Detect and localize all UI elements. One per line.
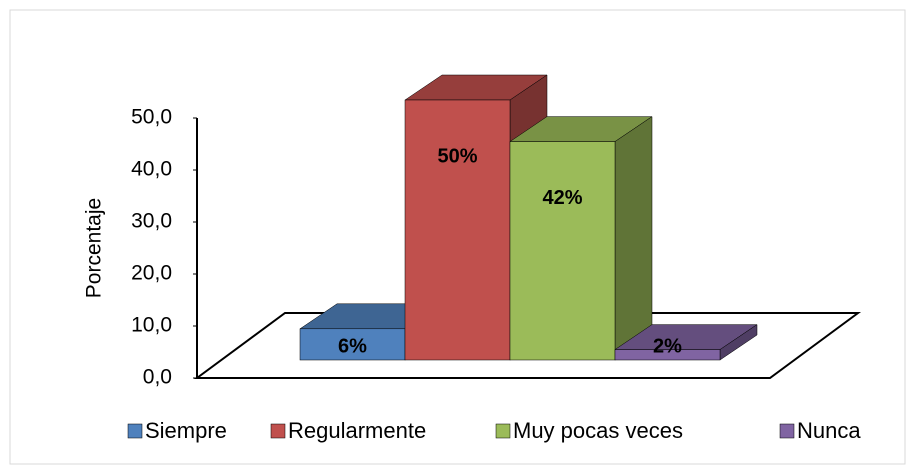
- value-label: 6%: [338, 335, 367, 357]
- bar: [509, 141, 616, 361]
- legend-swatch: [495, 423, 511, 439]
- legend-label: Regularmente: [288, 418, 426, 443]
- y-tick-label: 10,0: [131, 314, 172, 337]
- value-label: 50%: [437, 145, 477, 167]
- y-axis-title: Porcentaje: [83, 198, 106, 298]
- bar: [299, 328, 406, 361]
- legend-label: Siempre: [145, 418, 227, 443]
- y-tick-label: 50,0: [131, 106, 172, 129]
- legend-label: Muy pocas veces: [513, 418, 683, 443]
- legend-label: Nunca: [797, 418, 861, 443]
- legend-swatch: [127, 423, 143, 439]
- y-tick-label: 40,0: [131, 158, 172, 181]
- y-tick-label: 20,0: [131, 262, 172, 285]
- y-tick-label: 0,0: [143, 366, 172, 389]
- bar: [614, 349, 721, 361]
- bar-side: [614, 116, 653, 361]
- bar: [404, 99, 511, 361]
- legend-swatch: [270, 423, 286, 439]
- value-label: 2%: [653, 335, 682, 357]
- value-label: 42%: [542, 187, 582, 209]
- legend-swatch: [779, 423, 795, 439]
- y-tick-label: 30,0: [131, 210, 172, 233]
